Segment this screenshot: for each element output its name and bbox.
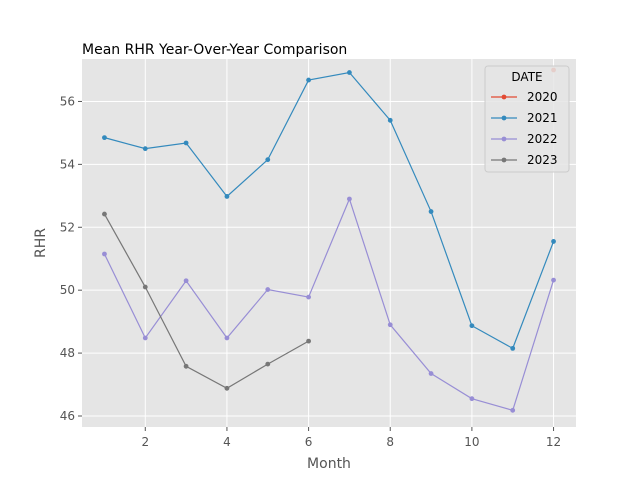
data-point bbox=[551, 239, 556, 244]
legend-item: 2020 bbox=[491, 90, 558, 104]
data-point bbox=[142, 284, 148, 290]
x-tick-label: 10 bbox=[464, 435, 479, 449]
data-point bbox=[387, 117, 393, 123]
data-point bbox=[183, 363, 189, 369]
data-point bbox=[469, 396, 475, 402]
legend-title: DATE bbox=[511, 70, 542, 84]
data-point bbox=[142, 146, 148, 152]
y-tick-label: 46 bbox=[60, 409, 75, 423]
data-point bbox=[510, 345, 516, 351]
x-axis-label: Month bbox=[307, 456, 351, 472]
legend-item: 2023 bbox=[491, 153, 558, 167]
series-2021 bbox=[102, 70, 556, 351]
data-point bbox=[224, 385, 230, 391]
data-point bbox=[224, 335, 230, 341]
y-tick-label: 54 bbox=[60, 157, 75, 171]
y-axis-ticks: 46 48 50 52 54 56 bbox=[60, 94, 82, 423]
y-tick-label: 52 bbox=[60, 220, 75, 234]
data-point bbox=[387, 322, 393, 328]
data-point bbox=[347, 70, 352, 75]
data-point bbox=[102, 251, 107, 257]
x-tick-label: 4 bbox=[223, 435, 231, 449]
data-point bbox=[265, 361, 271, 367]
y-tick-label: 48 bbox=[60, 346, 75, 360]
data-point bbox=[347, 196, 352, 202]
x-tick-label: 12 bbox=[546, 435, 561, 449]
x-tick-label: 8 bbox=[386, 435, 394, 449]
x-tick-label: 2 bbox=[141, 435, 149, 449]
y-tick-label: 56 bbox=[60, 94, 75, 108]
legend-swatch-marker bbox=[501, 115, 507, 121]
data-point bbox=[102, 135, 107, 141]
y-axis-label: RHR bbox=[33, 228, 49, 258]
legend-item: 2022 bbox=[491, 132, 558, 146]
legend-swatch-marker bbox=[501, 136, 507, 142]
series-line bbox=[103, 197, 555, 412]
data-point bbox=[428, 371, 434, 376]
data-point bbox=[306, 294, 311, 300]
data-point bbox=[183, 140, 189, 146]
data-point bbox=[265, 157, 271, 163]
data-point bbox=[551, 277, 556, 283]
legend-swatch-marker bbox=[501, 94, 507, 100]
series-layer bbox=[102, 67, 556, 413]
legend-label: 2020 bbox=[527, 90, 558, 104]
data-point bbox=[428, 209, 434, 214]
data-point bbox=[306, 338, 311, 344]
y-tick-label: 50 bbox=[60, 283, 75, 297]
series-line bbox=[104, 71, 555, 350]
series-line bbox=[103, 213, 309, 390]
data-point bbox=[102, 211, 107, 217]
legend-label: 2022 bbox=[527, 132, 558, 146]
legend-label: 2023 bbox=[527, 153, 558, 167]
chart-title: Mean RHR Year-Over-Year Comparison bbox=[82, 42, 347, 58]
data-point bbox=[142, 335, 148, 341]
data-point bbox=[469, 323, 475, 329]
data-point bbox=[224, 194, 230, 199]
legend: DATE 2020 2021 2022 2023 bbox=[484, 65, 570, 173]
legend-box bbox=[484, 65, 570, 173]
series-2023 bbox=[102, 211, 311, 391]
legend-item: 2021 bbox=[491, 111, 558, 125]
data-point bbox=[183, 278, 189, 284]
series-2022 bbox=[102, 196, 556, 413]
x-tick-label: 6 bbox=[305, 435, 313, 449]
data-point bbox=[510, 407, 516, 413]
legend-swatch-marker bbox=[501, 157, 507, 163]
data-point bbox=[306, 77, 311, 83]
x-axis-ticks: 2 4 6 8 10 12 bbox=[141, 427, 561, 449]
data-point bbox=[265, 287, 271, 292]
legend-label: 2021 bbox=[527, 111, 558, 125]
